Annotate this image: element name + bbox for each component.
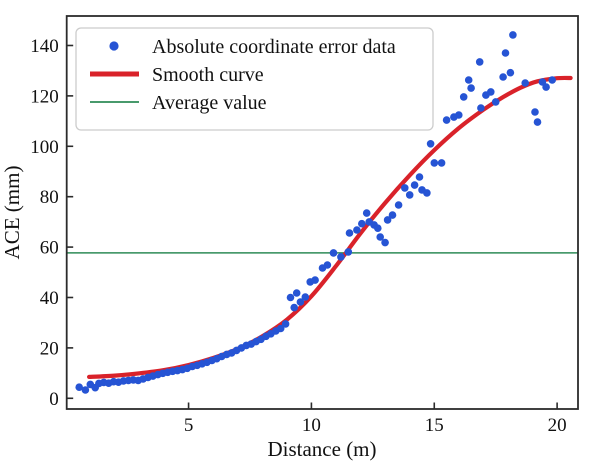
scatter-point — [426, 140, 435, 148]
scatter-point — [344, 248, 353, 256]
scatter-point — [345, 229, 354, 237]
scatter-point — [337, 253, 345, 261]
x-tick-label: 20 — [548, 415, 567, 436]
scatter-point — [464, 76, 473, 84]
scatter-point — [292, 289, 301, 297]
scatter-point — [506, 68, 515, 77]
y-tick-label: 140 — [30, 36, 59, 57]
axis-ticks-layer: 5 10 15 20 0 20 40 60 80 100 120 140 — [30, 36, 566, 436]
legend-label-average: Average value — [152, 92, 267, 114]
scatter-points-layer — [75, 31, 556, 394]
scatter-point — [531, 108, 539, 116]
scatter-point — [281, 320, 290, 328]
y-tick-label: 20 — [40, 338, 59, 359]
scatter-point — [353, 226, 361, 234]
scatter-point — [521, 79, 529, 87]
scatter-point — [381, 238, 389, 247]
legend-label-scatter: Absolute coordinate error data — [152, 36, 396, 58]
y-tick-label: 100 — [30, 137, 59, 158]
scatter-point — [362, 209, 371, 217]
scatter-point — [276, 324, 285, 333]
legend-label-curve: Smooth curve — [152, 64, 264, 86]
scatter-point — [376, 233, 385, 241]
scatter-point — [442, 116, 451, 124]
scatter-point — [329, 249, 338, 257]
legend-scatter-marker-icon — [109, 41, 119, 51]
scatter-point — [301, 293, 310, 301]
legend: Absolute coordinate error data Smooth cu… — [75, 27, 434, 131]
scatter-point — [410, 181, 419, 189]
x-tick-label: 5 — [184, 415, 194, 436]
scatter-point — [542, 83, 550, 91]
y-tick-label: 0 — [49, 389, 59, 410]
y-tick-label: 40 — [40, 288, 59, 309]
scatter-point — [437, 159, 446, 167]
scatter-point — [296, 298, 305, 306]
scatter-point — [548, 76, 556, 84]
plot-border — [65, 15, 579, 410]
scatter-point — [401, 184, 409, 192]
scatter-point — [358, 219, 366, 228]
scatter-point — [394, 201, 403, 209]
scatter-point — [388, 211, 397, 219]
scatter-point — [415, 173, 424, 181]
scatter-point — [533, 118, 542, 126]
scatter-point — [475, 58, 484, 66]
scatter-point — [499, 73, 507, 81]
scatter-point — [290, 303, 299, 312]
y-axis-label: ACE (mm) — [0, 166, 24, 260]
scatter-point — [430, 159, 439, 167]
x-axis-label: Distance (m) — [267, 437, 376, 461]
scatter-point — [405, 191, 414, 199]
scatter-point — [423, 189, 431, 197]
scatter-point — [477, 104, 485, 112]
y-tick-label: 60 — [40, 238, 59, 259]
y-tick-label: 80 — [40, 187, 59, 208]
y-tick-label: 120 — [30, 86, 59, 107]
scatter-point — [383, 216, 392, 224]
x-tick-label: 15 — [425, 415, 444, 436]
scatter-point — [509, 31, 517, 39]
scatter-point — [81, 386, 90, 394]
legend-box — [75, 27, 434, 131]
scatter-point — [459, 93, 468, 101]
scatter-point — [323, 261, 332, 269]
scatter-point — [501, 49, 510, 57]
scatter-point — [467, 84, 475, 92]
scatter-point — [491, 98, 500, 106]
scatter-point — [455, 111, 463, 119]
scatter-point — [286, 293, 295, 302]
x-tick-label: 10 — [302, 415, 321, 436]
scatter-point — [311, 276, 319, 284]
scatter-point — [374, 224, 382, 232]
scatter-point — [487, 88, 495, 96]
scatter-point — [75, 383, 83, 392]
